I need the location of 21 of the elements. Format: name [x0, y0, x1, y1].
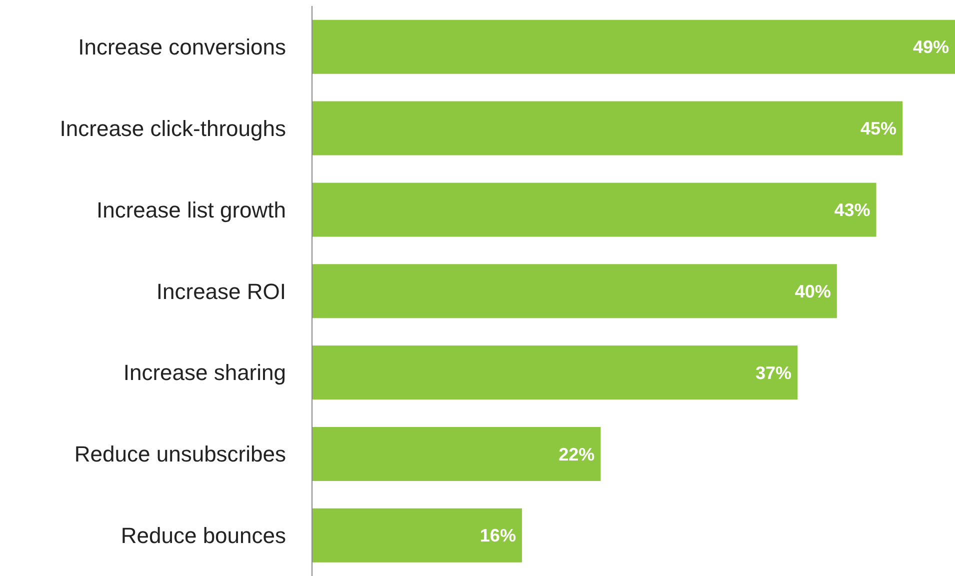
y-tick-label: Increase click-throughs	[60, 116, 286, 141]
data-label: 40%	[794, 281, 831, 302]
bar	[312, 264, 837, 318]
data-label: 43%	[834, 200, 870, 220]
y-tick-label: Reduce bounces	[120, 523, 286, 548]
bar	[312, 20, 955, 74]
y-tick-label: Increase conversions	[78, 34, 286, 60]
bar	[312, 101, 903, 156]
y-tick-label: Increase sharing	[123, 360, 286, 386]
y-tick-label: Increase list growth	[96, 197, 286, 222]
bar	[312, 346, 798, 400]
bar	[312, 508, 522, 562]
bar	[312, 426, 601, 481]
y-tick-label: Reduce unsubscribes	[74, 442, 286, 467]
data-label: 16%	[480, 526, 516, 546]
bar	[312, 182, 876, 237]
y-tick-label: Increase ROI	[156, 278, 286, 304]
data-label: 49%	[912, 37, 949, 58]
data-label: 37%	[756, 362, 792, 383]
data-label: 22%	[558, 444, 595, 464]
data-label: 45%	[860, 118, 897, 139]
